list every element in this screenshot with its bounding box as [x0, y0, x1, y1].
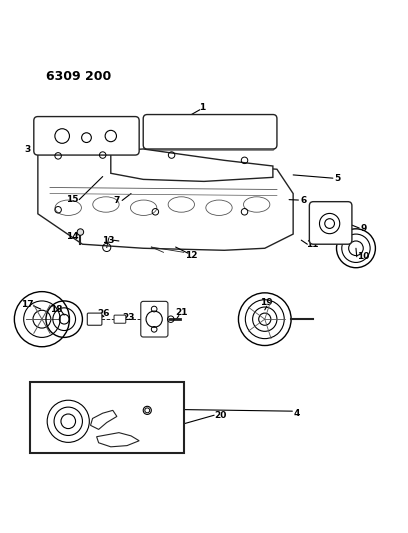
Text: 22: 22 — [149, 311, 162, 320]
Text: 17: 17 — [21, 301, 34, 310]
Text: 1: 1 — [199, 103, 205, 112]
FancyBboxPatch shape — [144, 141, 274, 150]
Text: 25: 25 — [129, 419, 141, 428]
FancyBboxPatch shape — [34, 117, 139, 155]
Text: 18: 18 — [50, 304, 62, 313]
Polygon shape — [97, 433, 139, 447]
Text: 6: 6 — [300, 196, 306, 205]
Text: 26: 26 — [98, 309, 110, 318]
Text: 13: 13 — [102, 236, 115, 245]
Text: 21: 21 — [175, 308, 188, 317]
Text: 16: 16 — [94, 126, 107, 135]
Text: 23: 23 — [122, 313, 135, 321]
Text: 7: 7 — [114, 196, 120, 205]
FancyBboxPatch shape — [87, 313, 102, 325]
Text: 20: 20 — [214, 411, 226, 419]
Text: 24: 24 — [171, 402, 184, 411]
Polygon shape — [111, 149, 273, 181]
Text: 2: 2 — [185, 122, 191, 131]
Text: 8: 8 — [341, 212, 347, 221]
Text: 6309 200: 6309 200 — [46, 69, 111, 83]
FancyBboxPatch shape — [143, 115, 277, 149]
FancyBboxPatch shape — [114, 315, 126, 323]
Bar — [30, 382, 184, 453]
Polygon shape — [91, 410, 117, 430]
Text: 19: 19 — [260, 298, 273, 308]
Text: 4: 4 — [294, 409, 300, 418]
FancyBboxPatch shape — [141, 301, 168, 337]
Text: 9: 9 — [361, 223, 367, 232]
Text: 5: 5 — [335, 174, 341, 183]
Polygon shape — [38, 153, 293, 251]
Text: 15: 15 — [66, 195, 79, 204]
Text: 11: 11 — [306, 240, 319, 249]
Text: 10: 10 — [357, 252, 369, 261]
Text: 14: 14 — [66, 232, 79, 240]
FancyBboxPatch shape — [309, 201, 352, 244]
Circle shape — [77, 229, 84, 235]
Text: 12: 12 — [185, 252, 197, 261]
Text: 3: 3 — [24, 146, 31, 154]
